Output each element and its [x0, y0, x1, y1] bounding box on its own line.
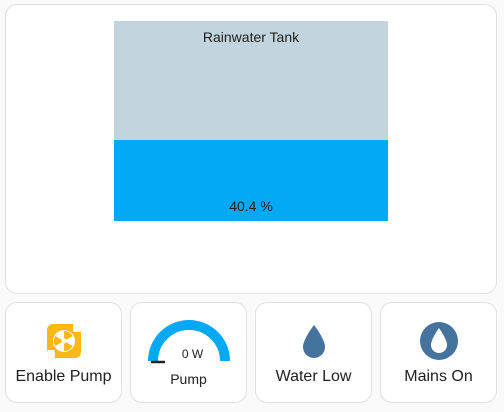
pump-label: Pump	[170, 371, 207, 387]
tank-card: Rainwater Tank 40.4 %	[5, 4, 497, 294]
tank-gauge: Rainwater Tank 40.4 %	[114, 21, 388, 221]
enable-pump-label: Enable Pump	[15, 368, 112, 385]
gauge-icon	[147, 319, 231, 365]
tank-level-value: 40.4 %	[229, 198, 273, 214]
water-drop-icon	[294, 321, 334, 361]
mains-on-tile[interactable]: Mains On	[380, 302, 497, 403]
tank-fill	[114, 140, 388, 221]
tank-title: Rainwater Tank	[202, 29, 300, 45]
pump-icon	[44, 321, 84, 361]
pump-power-value: 0 W	[181, 347, 204, 361]
water-low-tile[interactable]: Water Low	[255, 302, 372, 403]
enable-pump-button[interactable]: Enable Pump	[5, 302, 122, 403]
pump-power-tile[interactable]: 0 W Pump	[130, 302, 247, 403]
water-low-label: Water Low	[275, 368, 352, 385]
mains-on-label: Mains On	[404, 368, 473, 385]
water-circle-icon	[419, 321, 459, 361]
